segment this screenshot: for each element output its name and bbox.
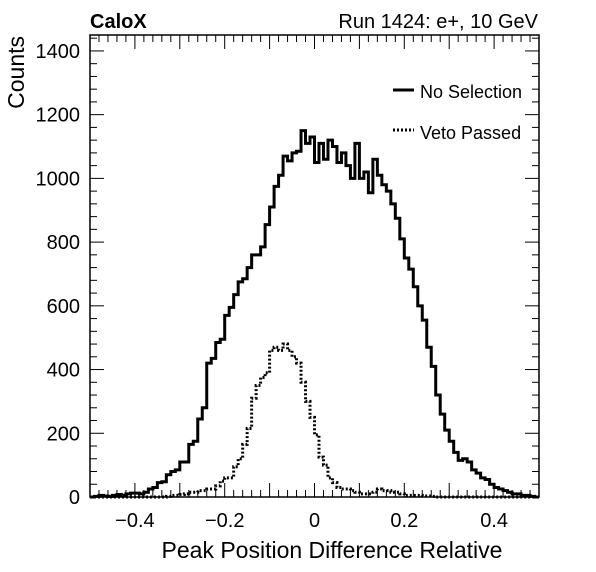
y-tick-label: 600 — [47, 296, 80, 318]
x-tick-label: 0 — [309, 510, 320, 532]
legend-label-veto-passed: Veto Passed — [420, 123, 521, 143]
series-layer — [90, 129, 539, 499]
x-axis-label: Peak Position Difference Relative — [162, 537, 503, 563]
x-tick-label: 0.2 — [390, 510, 418, 532]
y-tick-label: 0 — [69, 487, 80, 509]
series-no-selection-line — [90, 129, 539, 499]
y-tick-label: 1400 — [36, 41, 81, 63]
y-tick-label: 400 — [47, 360, 80, 382]
x-tick-label: −0.2 — [205, 510, 244, 532]
legend: No Selection Veto Passed — [393, 82, 522, 143]
legend-label-no-selection: No Selection — [420, 82, 522, 102]
title-left: CaloX — [90, 11, 147, 33]
plot-frame — [89, 34, 540, 498]
x-tick-label: 0.4 — [480, 510, 508, 532]
ticks-layer: −0.4 −0.2 0 0.2 0.4 0 200 400 600 800 1000 1200 1400 — [36, 35, 540, 532]
x-tick-label: −0.4 — [115, 510, 154, 532]
y-axis-label: Counts — [3, 36, 29, 109]
title-right: Run 1424: e+, 10 GeV — [338, 11, 538, 33]
series-veto-passed-line — [90, 342, 539, 499]
y-tick-label: 1000 — [36, 168, 81, 190]
y-tick-label: 1200 — [36, 105, 81, 127]
y-tick-label: 800 — [47, 232, 80, 254]
y-tick-label: 200 — [47, 423, 80, 445]
